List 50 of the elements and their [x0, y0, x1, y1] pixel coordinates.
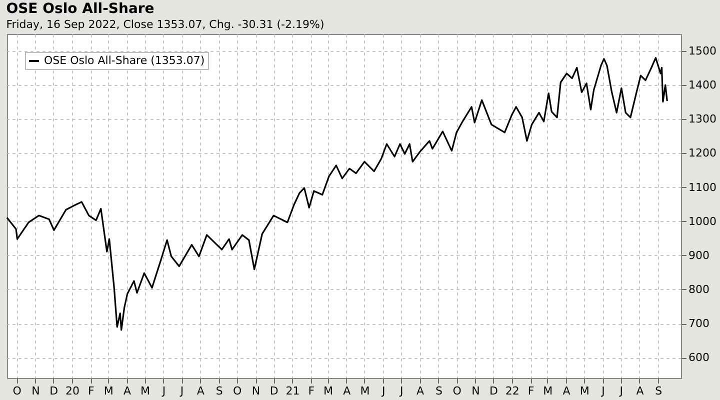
- x-tick-label: A: [416, 384, 425, 398]
- y-tick-label: 600: [688, 351, 710, 364]
- x-tick-label: M: [360, 384, 370, 398]
- x-tick-label: M: [580, 384, 590, 398]
- y-tick-label: 1200: [688, 146, 716, 160]
- x-tick-label: A: [343, 384, 352, 398]
- line-series: [6, 57, 668, 331]
- x-tick-label: 22: [505, 384, 520, 398]
- x-tick-label: S: [216, 384, 223, 398]
- y-tick-label: 1400: [688, 78, 716, 92]
- x-tick-label: M: [140, 384, 150, 398]
- x-tick-label: D: [490, 384, 498, 398]
- x-tick-label: A: [123, 384, 132, 398]
- x-tick-label: D: [270, 384, 278, 398]
- x-tick-label: M: [543, 384, 553, 398]
- x-tick-label: F: [88, 384, 94, 398]
- x-tick-label: M: [324, 384, 333, 398]
- y-tick-label: 1500: [688, 44, 716, 58]
- x-tick-label: O: [452, 384, 462, 398]
- x-tick-label: F: [528, 384, 534, 398]
- x-tick-label: N: [472, 384, 480, 398]
- x-tick-label: A: [196, 384, 205, 398]
- x-tick-label: D: [50, 384, 58, 398]
- x-tick-label: J: [600, 384, 605, 398]
- y-tick-label: 1000: [688, 214, 716, 228]
- x-tick-label: J: [399, 384, 404, 398]
- x-tick-label: 20: [65, 384, 80, 398]
- x-tick-label: N: [252, 384, 260, 398]
- y-tick-label: 1100: [688, 180, 716, 194]
- chart-subtitle: Friday, 16 Sep 2022, Close 1353.07, Chg. -30.31 (-2.19%): [6, 18, 324, 31]
- x-tick-label: J: [618, 384, 623, 398]
- x-tick-label: J: [179, 384, 184, 398]
- x-tick-label: J: [161, 384, 166, 398]
- y-tick-label: 700: [688, 317, 710, 330]
- x-tick-label: J: [380, 384, 386, 398]
- chart-title: OSE Oslo All-Share: [6, 1, 154, 17]
- x-tick-label: F: [308, 384, 315, 398]
- y-tick-label: 800: [688, 282, 710, 296]
- x-tick-label: 21: [286, 384, 300, 398]
- x-tick-label: S: [655, 384, 662, 398]
- x-tick-label: O: [12, 384, 22, 398]
- x-tick-label: A: [562, 384, 571, 398]
- legend-label: OSE Oslo All-Share (1353.07): [44, 54, 205, 67]
- y-tick-label: 1300: [688, 112, 716, 126]
- y-tick-label: 900: [688, 248, 710, 262]
- x-tick-label: M: [104, 384, 114, 398]
- x-tick-label: N: [32, 384, 40, 398]
- x-tick-label: S: [435, 384, 442, 398]
- x-tick-label: A: [636, 384, 644, 398]
- x-tick-label: O: [233, 384, 242, 398]
